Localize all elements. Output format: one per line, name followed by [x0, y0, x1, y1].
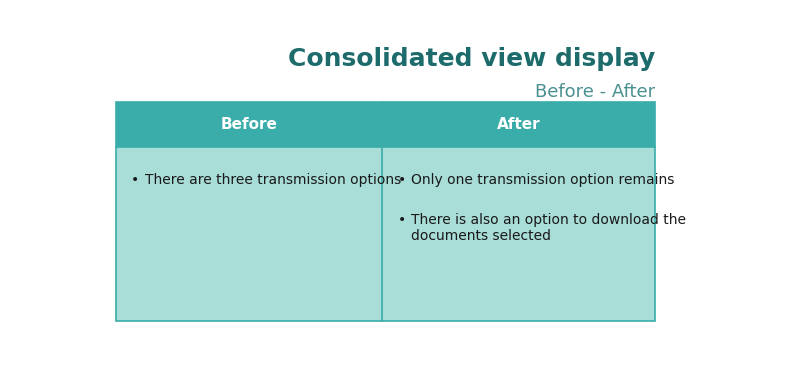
FancyBboxPatch shape — [115, 102, 382, 147]
Text: There are three transmission options: There are three transmission options — [145, 173, 401, 187]
Text: After: After — [497, 117, 540, 132]
FancyBboxPatch shape — [382, 102, 655, 147]
Text: Only one transmission option remains: Only one transmission option remains — [411, 173, 674, 187]
Text: •: • — [398, 173, 406, 187]
Text: Consolidated view display: Consolidated view display — [288, 47, 655, 71]
Text: •: • — [398, 213, 406, 227]
Text: Before: Before — [220, 117, 278, 132]
Text: Before - After: Before - After — [534, 83, 655, 102]
Text: There is also an option to download the
documents selected: There is also an option to download the … — [411, 213, 686, 243]
Text: •: • — [131, 173, 139, 187]
FancyBboxPatch shape — [382, 147, 655, 321]
FancyBboxPatch shape — [115, 147, 382, 321]
